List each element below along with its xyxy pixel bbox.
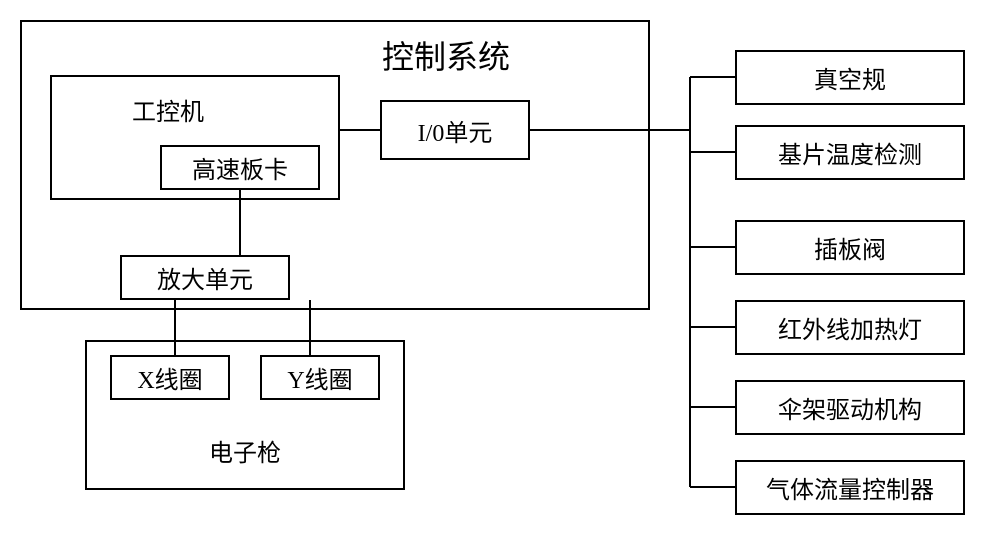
right-item-2: 插板阀 (735, 220, 965, 275)
ipc-label: 工控机 (132, 92, 204, 127)
amp-label: 放大单元 (157, 260, 253, 295)
amp-box: 放大单元 (120, 255, 290, 300)
xcoil-box: X线圈 (110, 355, 230, 400)
gun-label: 电子枪 (209, 433, 281, 468)
control-system-title: 控制系统 (382, 32, 510, 78)
right-item-3-label: 红外线加热灯 (778, 310, 922, 345)
right-item-5-label: 气体流量控制器 (766, 470, 934, 505)
right-item-1-label: 基片温度检测 (778, 135, 922, 170)
right-item-2-label: 插板阀 (814, 230, 886, 265)
right-item-1: 基片温度检测 (735, 125, 965, 180)
ycoil-box: Y线圈 (260, 355, 380, 400)
right-item-0: 真空规 (735, 50, 965, 105)
right-item-4: 伞架驱动机构 (735, 380, 965, 435)
right-item-5: 气体流量控制器 (735, 460, 965, 515)
io-label: I/0单元 (418, 113, 493, 148)
card-label: 高速板卡 (192, 150, 288, 185)
xcoil-label: X线圈 (137, 360, 202, 395)
right-item-4-label: 伞架驱动机构 (778, 390, 922, 425)
io-box: I/0单元 (380, 100, 530, 160)
ycoil-label: Y线圈 (287, 360, 352, 395)
card-box: 高速板卡 (160, 145, 320, 190)
right-item-0-label: 真空规 (814, 60, 886, 95)
right-item-3: 红外线加热灯 (735, 300, 965, 355)
